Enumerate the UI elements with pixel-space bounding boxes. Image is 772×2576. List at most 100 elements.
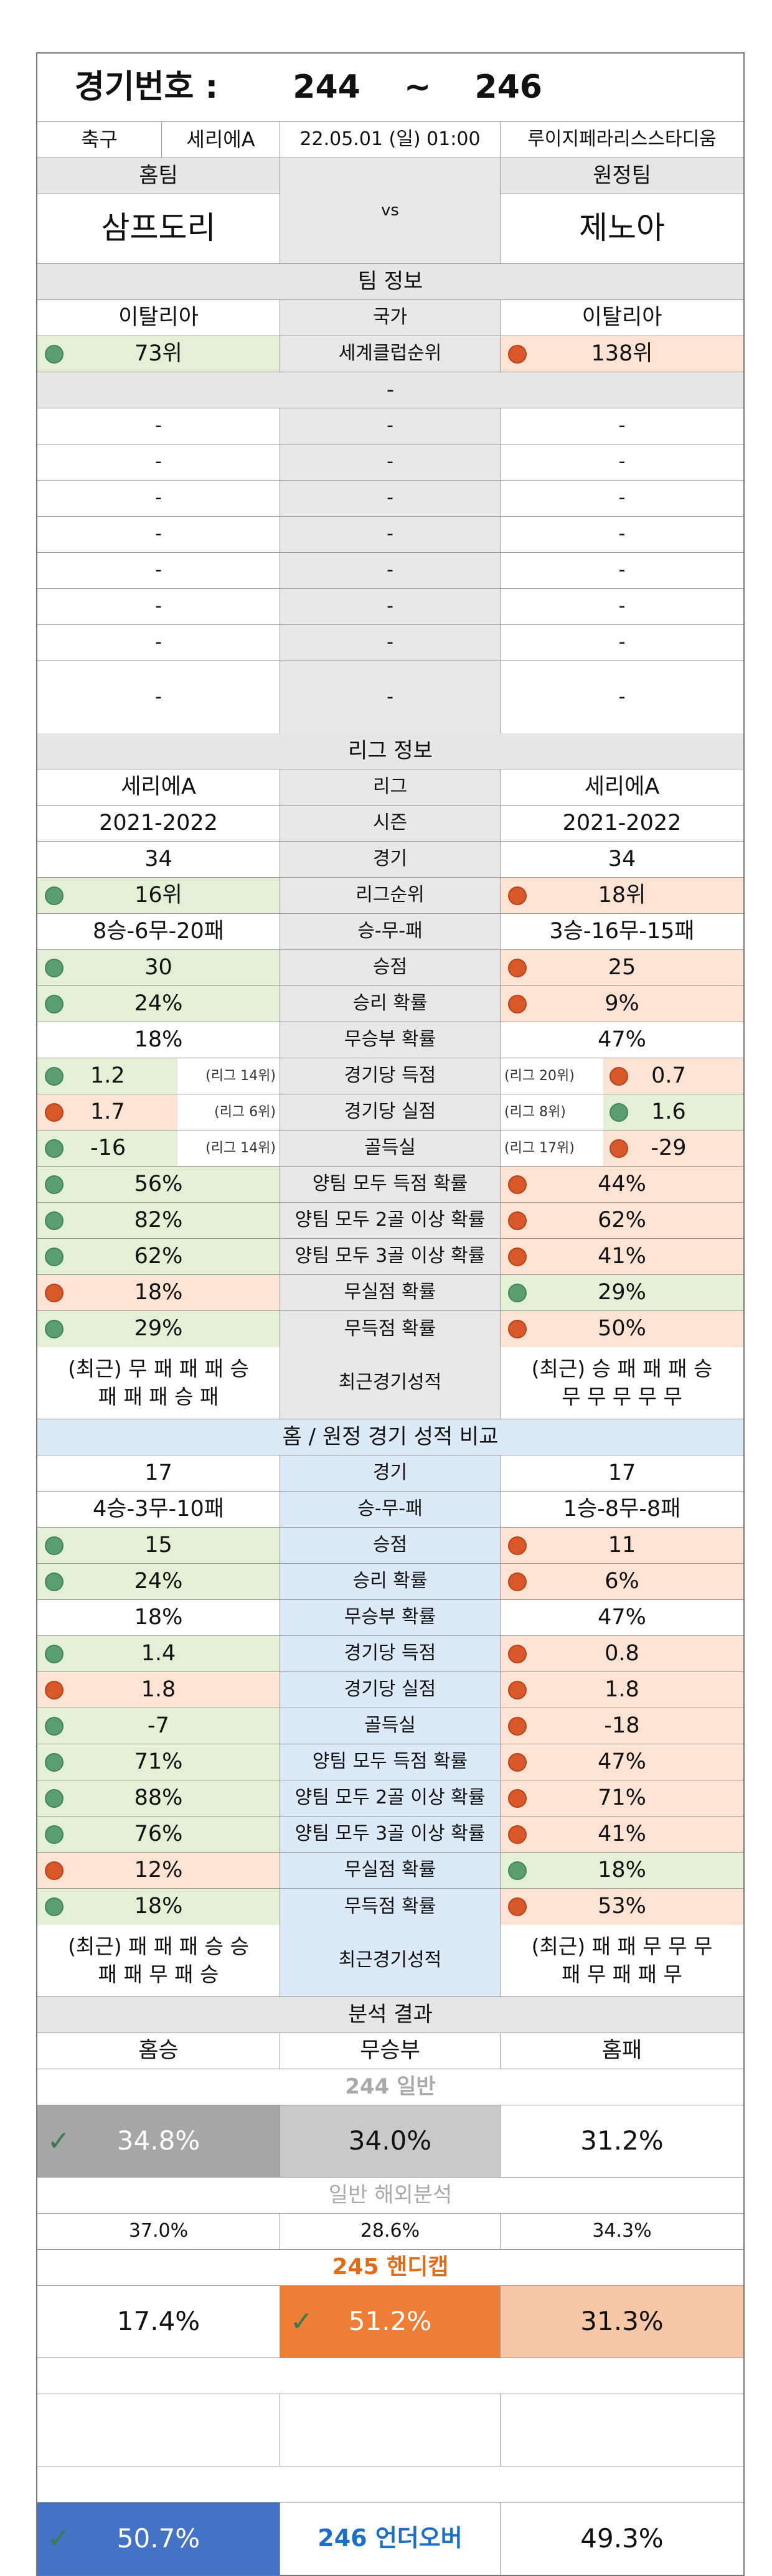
home-recent-line2: 패 패 패 승 패 <box>98 1384 219 1409</box>
red-dot-icon <box>508 1536 527 1555</box>
away-stat-cell: 41% <box>501 1817 743 1852</box>
red-dot-icon <box>45 1283 64 1302</box>
match-number-label: 경기번호 : <box>75 68 219 106</box>
stat-label: 리그 <box>280 769 501 805</box>
red-dot-icon <box>508 1716 527 1736</box>
away-stat-cell: 17 <box>501 1455 743 1491</box>
home-value: 71% <box>134 1749 183 1774</box>
away-value: 9% <box>605 990 639 1016</box>
match-number-tilde: ~ <box>403 68 431 106</box>
general-draw: 34.0% <box>280 2105 501 2177</box>
away-stat-cell: 세리에A <box>501 769 743 805</box>
away-value: 44% <box>598 1171 646 1196</box>
stat-row: 18% 무승부 확률 47% <box>37 1600 743 1636</box>
away-value: 1.6 <box>651 1099 686 1124</box>
label-dash: - <box>280 661 501 733</box>
green-dot-icon <box>45 886 64 905</box>
stat-row: 8승-6무-20패 승-무-패 3승-16무-15패 <box>37 914 743 950</box>
away-stat-cell: 11 <box>501 1528 743 1563</box>
club-rank-row: 73위 세계클럽순위 138위 <box>37 336 743 372</box>
away-stat-cell: 6% <box>501 1564 743 1599</box>
ha-recent-row: (최근) 패 패 패 승 승 패 패 무 패 승 최근경기성적 (최근) 패 패… <box>37 1925 743 1997</box>
stat-row: 2021-2022 시즌 2021-2022 <box>37 806 743 842</box>
dash-row: --- <box>37 517 743 553</box>
home-league-rank: (리그 14위) <box>205 1140 276 1156</box>
green-dot-icon <box>45 1644 64 1663</box>
green-dot-icon <box>45 1716 64 1736</box>
stat-row: 17 경기 17 <box>37 1455 743 1492</box>
green-dot-icon <box>45 1825 64 1844</box>
stat-label: 양팀 모두 득점 확률 <box>280 1744 501 1780</box>
home-stat-cell: 56% <box>37 1167 280 1202</box>
handicap-away: 31.3% <box>501 2286 743 2357</box>
club-rank-label: 세계클럽순위 <box>280 336 501 372</box>
home-stat-cell: 62% <box>37 1239 280 1274</box>
away-league-rank: (리그 8위) <box>504 1104 566 1120</box>
stat-row: 76% 양팀 모두 3골 이상 확률 41% <box>37 1817 743 1853</box>
home-value: 24% <box>134 1568 183 1594</box>
home-stat-cell: 24% <box>37 1564 280 1599</box>
empty-info-rows: ------------------------ <box>37 408 743 733</box>
match-datetime: 22.05.01 (일) 01:00 <box>280 122 501 157</box>
home-value: 12% <box>134 1857 183 1883</box>
label-dash: - <box>280 625 501 660</box>
checkmark-icon: ✓ <box>290 2305 313 2338</box>
home-value: 18% <box>134 1894 183 1919</box>
sport: 축구 <box>37 122 162 157</box>
checkmark-icon: ✓ <box>47 2522 70 2555</box>
teams-block: 홈팀 삼프도리 vs 원정팀 제노아 <box>37 158 743 264</box>
label-dash: - <box>280 481 501 516</box>
home-value: 76% <box>134 1821 183 1846</box>
team-info-title: 팀 정보 <box>37 264 743 299</box>
green-dot-icon <box>45 1211 64 1230</box>
away-stat-cell: 18% <box>501 1853 743 1888</box>
green-dot-icon <box>45 1320 64 1338</box>
red-dot-icon <box>508 1680 527 1699</box>
stat-row: 24% 승리 확률 6% <box>37 1564 743 1600</box>
dash-row: --- <box>37 661 743 733</box>
empty-row <box>37 2358 743 2394</box>
home-stat-cell: 34 <box>37 842 280 877</box>
home-stat-cell: 76% <box>37 1817 280 1852</box>
away-stat-cell: -29 (리그 17위) <box>501 1131 743 1166</box>
home-value: 29% <box>134 1316 183 1342</box>
stat-label: 경기당 실점 <box>280 1094 501 1130</box>
stat-row: 62% 양팀 모두 3골 이상 확률 41% <box>37 1239 743 1275</box>
home-dash: - <box>37 408 280 444</box>
away-stat-cell: 47% <box>501 1744 743 1780</box>
away-value: 세리에A <box>584 774 660 799</box>
home-stat-cell: 15 <box>37 1528 280 1563</box>
overseas-title: 일반 해외분석 <box>328 2182 453 2207</box>
red-dot-icon <box>508 886 527 905</box>
recent-label: 최근경기성적 <box>280 1347 501 1419</box>
stat-row: 1.7 (리그 6위) 경기당 실점 1.6 (리그 8위) <box>37 1094 743 1131</box>
home-stat-cell: 1.8 <box>37 1672 280 1708</box>
away-stat-cell: 50% <box>501 1311 743 1347</box>
dash-row: --- <box>37 481 743 517</box>
stat-label: 경기당 실점 <box>280 1672 501 1708</box>
col-home-win: 홈승 <box>37 2033 280 2069</box>
stat-row: 30 승점 25 <box>37 950 743 986</box>
stat-label: 무득점 확률 <box>280 1311 501 1347</box>
match-analysis-sheet: 경기번호 : 244 ~ 246 축구 세리에A 22.05.01 (일) 01… <box>36 52 745 2576</box>
home-recent-line1: (최근) 무 패 패 패 승 <box>68 1356 249 1381</box>
stat-label: 무승부 확률 <box>280 1600 501 1635</box>
stat-row: 24% 승리 확률 9% <box>37 986 743 1022</box>
away-value: 71% <box>598 1785 646 1810</box>
handicap-home: 17.4% <box>37 2286 280 2357</box>
away-stat-cell: 34 <box>501 842 743 877</box>
red-dot-icon <box>45 1861 64 1880</box>
red-dot-icon <box>508 1825 527 1844</box>
home-dash: - <box>37 481 280 516</box>
label-dash: - <box>280 517 501 552</box>
away-stat-cell: 47% <box>501 1600 743 1635</box>
away-stat-cell: 9% <box>501 986 743 1022</box>
away-stat-cell: 44% <box>501 1167 743 1202</box>
stat-label: 양팀 모두 2골 이상 확률 <box>280 1203 501 1238</box>
overseas-row: 37.0% 28.6% 34.3% <box>37 2214 743 2250</box>
stat-row: 1.8 경기당 실점 1.8 <box>37 1672 743 1708</box>
red-dot-icon <box>508 958 527 977</box>
green-dot-icon <box>45 1139 64 1158</box>
league-name: 세리에A <box>162 122 280 157</box>
ha-home-recent-line2: 패 패 무 패 승 <box>98 1962 219 1986</box>
